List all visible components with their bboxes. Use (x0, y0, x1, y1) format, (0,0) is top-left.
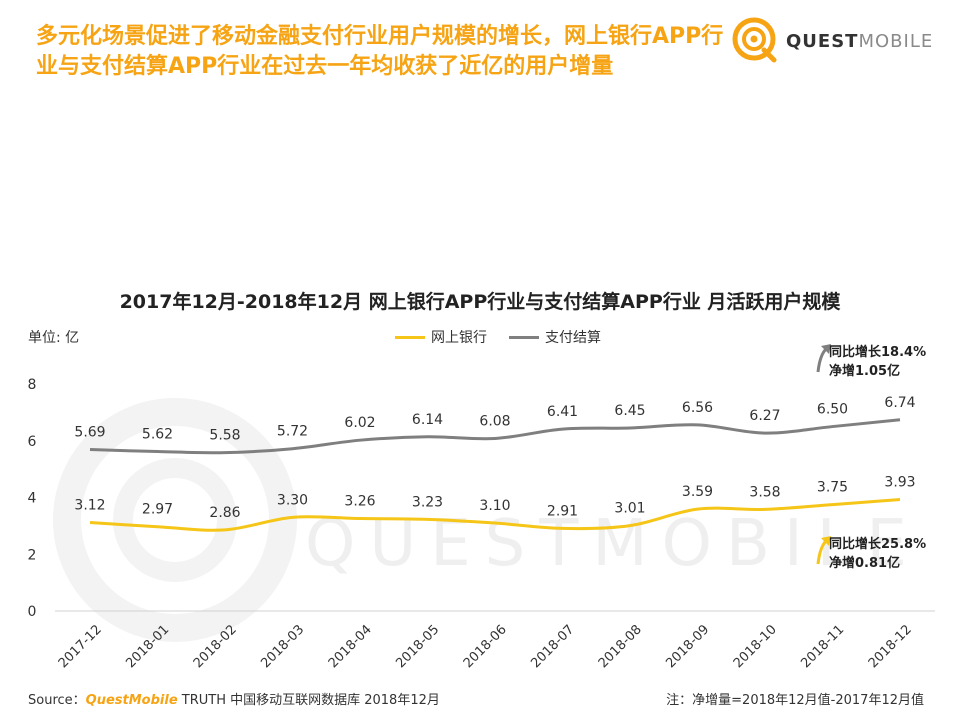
growth-arrow-pay-icon (816, 346, 829, 373)
net-increase-pay: 净增1.05亿 (829, 363, 900, 379)
data-label-pay: 6.50 (817, 402, 848, 418)
growth-arrowhead-pay-icon (821, 344, 831, 354)
legend-item-pay: 支付结算 (509, 327, 601, 347)
series-line-bank (89, 497, 901, 532)
series-line-pay (89, 418, 901, 455)
growth-arrowhead-bank-icon (821, 536, 831, 546)
watermark: QUESTMOBILE (53, 398, 907, 642)
data-label-bank: 3.59 (682, 484, 713, 500)
data-label-bank: 3.10 (479, 498, 510, 514)
data-label-bank: 2.86 (209, 505, 240, 521)
data-label-pay: 6.08 (479, 413, 510, 429)
data-label-pay: 6.14 (412, 412, 443, 428)
y-tick-label: 8 (28, 377, 37, 393)
chart-legend: 网上银行 支付结算 (395, 327, 601, 347)
data-label-bank: 2.91 (547, 503, 578, 519)
source-brand: QuestMobile (85, 693, 178, 708)
data-label-bank: 3.93 (884, 474, 915, 490)
data-label-pay: 6.74 (884, 395, 915, 411)
source-prefix: Source： (28, 693, 86, 708)
x-tick-label: 2018-03 (258, 622, 307, 671)
data-label-bank: 3.12 (74, 497, 105, 513)
x-tick-label: 2018-08 (596, 622, 645, 671)
data-label-pay: 5.69 (74, 425, 105, 441)
y-tick-label: 2 (28, 547, 37, 563)
data-label-pay: 5.62 (142, 427, 173, 443)
questmobile-logo-icon (732, 17, 777, 63)
unit-label: 单位: 亿 (28, 330, 80, 346)
data-label-pay: 6.56 (682, 400, 713, 416)
data-label-pay: 5.72 (277, 424, 308, 440)
data-label-pay: 6.45 (614, 403, 645, 419)
legend-swatch-pay (509, 335, 539, 339)
page-title: 多元化场景促进了移动金融支付行业用户规模的增长，网上银行APP行业与支付结算AP… (36, 24, 724, 79)
legend-swatch-bank (395, 335, 425, 339)
y-tick-label: 0 (28, 604, 37, 620)
x-tick-label: 2018-06 (461, 622, 510, 671)
data-label-bank: 3.30 (277, 492, 308, 508)
data-label-bank: 3.58 (749, 484, 780, 500)
data-label-bank: 3.01 (614, 501, 645, 517)
watermark-inner-ring-icon (113, 458, 237, 582)
source-rest: TRUTH 中国移动互联网数据库 2018年12月 (177, 693, 440, 708)
data-label-pay: 5.58 (209, 428, 240, 444)
footer-source: Source：QuestMobile TRUTH 中国移动互联网数据库 2018… (28, 689, 440, 708)
watermark-ring-icon (53, 398, 297, 642)
data-label-pay: 6.27 (749, 408, 780, 424)
data-label-bank: 3.75 (817, 480, 848, 496)
data-label-bank: 3.23 (412, 494, 443, 510)
legend-label-pay: 支付结算 (545, 330, 601, 346)
brand-name-light: MOBILE (858, 31, 934, 52)
data-labels: 3.12 2.97 2.86 3.30 3.26 3.23 3.10 2.91 3.01 3.59… (74, 395, 915, 521)
x-tick-label: 2018-12 (866, 622, 915, 671)
data-label-pay: 6.02 (344, 415, 375, 431)
x-tick-label: 2018-10 (731, 622, 780, 671)
brand-name-bold: QUEST (786, 31, 859, 52)
x-tick-label: 2018-11 (798, 622, 847, 671)
legend-label-bank: 网上银行 (431, 330, 487, 346)
brand-logo: QUESTMOBILE (730, 14, 940, 70)
brand-name: QUESTMOBILE (786, 31, 933, 52)
data-label-bank: 2.97 (142, 502, 173, 518)
growth-rate-bank: 同比增长25.8% (829, 536, 926, 552)
x-tick-label: 2018-09 (663, 622, 712, 671)
x-tick-label: 2018-07 (528, 622, 577, 671)
x-tick-label: 2018-05 (393, 622, 442, 671)
data-label-bank: 3.26 (344, 493, 375, 509)
data-label-pay: 6.41 (547, 404, 578, 420)
x-tick-label: 2017-12 (56, 622, 105, 671)
y-tick-label: 6 (28, 434, 37, 450)
footer-note: 注：净增量=2018年12月值-2017年12月值 (666, 693, 924, 708)
legend-item-bank: 网上银行 (395, 327, 487, 347)
y-tick-label: 4 (28, 491, 37, 507)
growth-rate-pay: 同比增长18.4% (829, 344, 926, 360)
series-lines (89, 418, 901, 532)
chart-title: 2017年12月-2018年12月 网上银行APP行业与支付结算APP行业 月活… (119, 291, 841, 313)
x-tick-label: 2018-04 (326, 622, 375, 671)
net-increase-bank: 净增0.81亿 (829, 555, 900, 571)
